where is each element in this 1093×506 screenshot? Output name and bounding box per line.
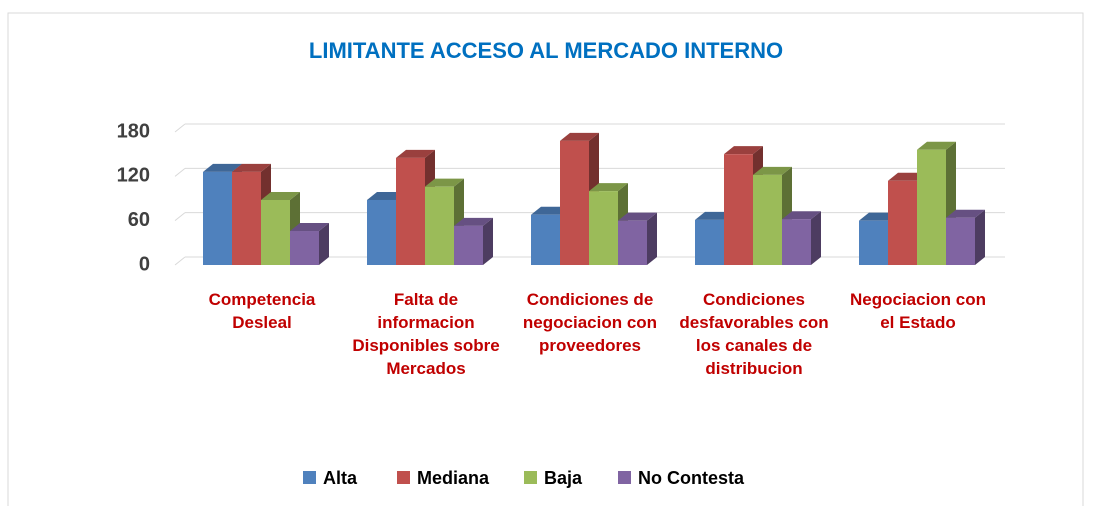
legend-label: Baja — [544, 468, 583, 488]
grid-line — [174, 212, 186, 222]
bar-side — [483, 217, 493, 265]
bar — [618, 220, 647, 265]
bar-side — [975, 209, 985, 265]
legend-label: Mediana — [417, 468, 490, 488]
bar-top — [724, 146, 763, 155]
legend-swatch — [524, 471, 537, 484]
bar-top — [396, 149, 435, 158]
bar-top — [946, 209, 985, 218]
bar-top — [917, 141, 956, 150]
bar — [203, 171, 232, 265]
bar — [367, 199, 396, 265]
bar-side — [319, 223, 329, 265]
x-tick-label: Condiciones de negociacion con proveedor… — [522, 290, 658, 355]
bar-top — [425, 178, 464, 187]
bar-side — [647, 212, 657, 265]
bar-top — [753, 166, 792, 175]
bar — [531, 214, 560, 265]
y-tick-label: 0 — [139, 253, 150, 275]
bar — [946, 217, 975, 265]
bar — [859, 220, 888, 265]
legend-label: Alta — [323, 468, 358, 488]
legend-swatch — [618, 471, 631, 484]
bar-top — [589, 183, 628, 192]
bar — [917, 149, 946, 265]
bar-top — [290, 223, 329, 232]
bar-top — [618, 212, 657, 221]
bar-top — [454, 217, 493, 226]
bar — [290, 231, 319, 265]
bar — [589, 191, 618, 265]
y-tick-label: 180 — [117, 120, 150, 142]
x-tick-label: Negociacion con el Estado — [849, 290, 987, 332]
legend-swatch — [303, 471, 316, 484]
bar — [782, 219, 811, 265]
bar — [396, 157, 425, 265]
bar — [261, 199, 290, 265]
bar-top — [261, 191, 300, 200]
legend-label: No Contesta — [638, 468, 745, 488]
bar-top — [203, 163, 242, 172]
x-tick-label: Competencia Desleal — [208, 290, 316, 332]
bar-top — [782, 211, 821, 220]
y-tick-label: 60 — [128, 209, 150, 231]
legend-swatch — [397, 471, 410, 484]
bar — [560, 140, 589, 265]
bar — [454, 225, 483, 265]
y-tick-label: 120 — [117, 165, 150, 187]
x-tick-label: Falta de informacion Disponibles sobre M… — [352, 290, 500, 378]
bar — [232, 171, 261, 265]
bar — [753, 174, 782, 265]
chart-title: LIMITANTE ACCESO AL MERCADO INTERNO — [309, 38, 783, 63]
grid-line — [174, 167, 186, 177]
bar — [425, 186, 454, 265]
bar-side — [811, 211, 821, 265]
bar-top — [560, 132, 599, 141]
grid-line — [174, 256, 186, 266]
bar-top — [232, 163, 271, 172]
bar — [724, 154, 753, 265]
x-tick-label: Condiciones desfavorables con los canale… — [679, 290, 829, 378]
bar — [888, 180, 917, 265]
bar — [695, 219, 724, 265]
grid-line — [174, 123, 186, 133]
